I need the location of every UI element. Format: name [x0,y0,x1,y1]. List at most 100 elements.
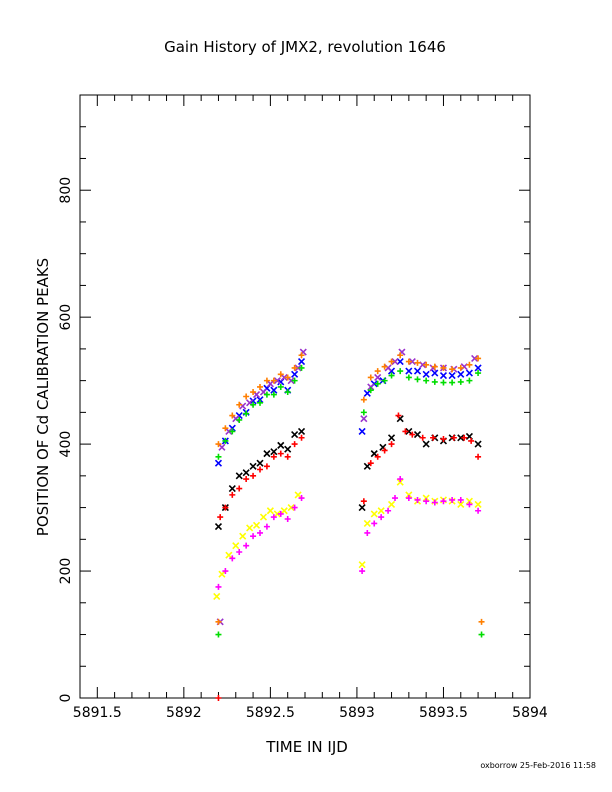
data-point [280,373,288,382]
data-point [284,516,291,523]
data-point [225,427,233,435]
data-point [457,370,465,378]
data-point [243,476,250,483]
data-point [413,431,422,439]
data-point [405,495,412,502]
y-tick-label: 0 [58,694,74,703]
data-point [405,367,413,375]
data-point [277,383,284,390]
y-tick-label: 800 [58,177,74,204]
data-point [225,551,233,559]
data-point [270,386,278,394]
data-point [374,380,381,387]
data-point [475,507,482,514]
data-point [287,377,295,385]
data-point [298,352,305,359]
data-point [270,391,277,398]
data-point [249,397,257,405]
data-point [284,374,291,381]
data-point [396,478,404,486]
data-point [448,371,456,380]
data-point [287,504,295,512]
data-point [397,368,404,375]
data-point [249,462,257,470]
data-point [215,583,222,590]
data-point [457,378,464,385]
data-point [291,370,299,378]
data-point [360,498,367,505]
data-series [215,352,485,625]
data-point [391,358,399,366]
data-point [423,361,430,368]
data-point [243,410,250,417]
data-point [273,377,281,385]
data-point [298,434,305,441]
data-point [297,358,306,366]
data-point [374,453,381,460]
data-point [387,434,396,442]
data-point [395,412,402,419]
data-point [250,472,257,479]
x-tick-label: 5891.5 [73,705,122,721]
data-point [397,476,404,483]
data-point [215,453,222,460]
data-point [475,355,482,362]
data-point [232,415,240,423]
data-point [222,437,229,444]
data-point [229,555,236,562]
data-point [218,570,226,578]
data-point [277,371,284,378]
data-point [232,542,240,550]
data-point [229,412,236,419]
data-point [215,695,222,701]
data-point [449,379,456,386]
data-point [277,450,284,457]
data-point [405,491,413,499]
axis-ticks: 5891.5 5892 5892.5 5893 5893.5 5894 0 200 400 600… [58,94,548,721]
data-point [213,592,221,601]
data-point [257,466,263,473]
data-point [236,549,243,556]
data-point [422,440,430,448]
data-point [263,450,271,458]
data-point [449,366,456,373]
data-point [297,427,306,435]
data-point [358,427,366,435]
data-point [465,369,473,377]
data-point [294,491,302,499]
data-point [363,519,371,528]
data-point [215,631,222,638]
data-point [478,618,485,625]
data-point [242,469,250,477]
data-point [266,380,274,388]
data-point [413,367,422,375]
data-point [385,507,392,514]
data-point [270,377,277,384]
data-point [236,485,243,492]
x-tick-label: 5893 [339,705,375,721]
data-point [374,368,381,375]
data-point [367,374,374,381]
data-point [419,434,426,441]
data-point [397,352,404,359]
data-point [358,504,366,512]
data-point [257,399,263,406]
data-point [460,363,468,371]
data-point [381,447,388,454]
data-series [214,358,482,467]
data-point [257,383,263,390]
data-point [215,618,222,625]
data-point [291,377,298,384]
data-point [243,542,250,549]
data-point [457,500,465,508]
data-point [270,453,277,460]
data-point [291,504,298,511]
data-point [450,434,457,441]
data-point [381,363,388,370]
data-point [367,460,374,467]
data-point [277,510,284,517]
x-tick-label: 5892.5 [246,705,295,721]
y-tick-label: 600 [58,304,74,331]
data-point [377,507,385,515]
data-point [474,364,482,372]
